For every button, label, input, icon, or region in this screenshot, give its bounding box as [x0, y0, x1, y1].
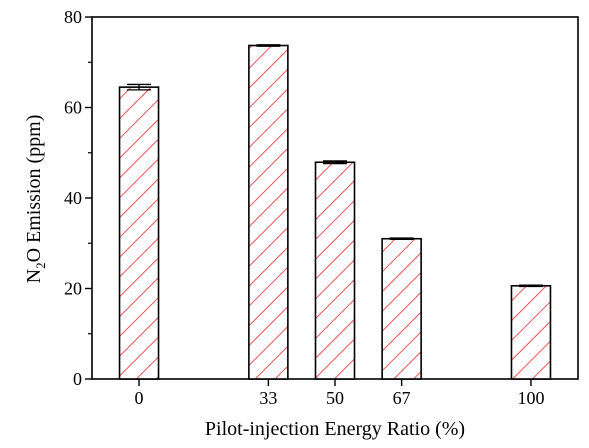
bar-50 [314, 161, 356, 380]
y-axis-title: N2O Emission (ppm) [23, 115, 48, 284]
y-tick-label-80: 80 [64, 7, 82, 27]
y-axis-title-part-2: O Emission (ppm) [23, 115, 45, 263]
y-axis-title-part-1: N [23, 269, 45, 283]
bar-67 [381, 237, 422, 380]
x-axis: 0 33 50 67 100 [135, 379, 544, 408]
x-tick-label-67: 67 [393, 388, 411, 408]
y-tick-label-60: 60 [64, 98, 82, 118]
bars-layer [118, 44, 552, 380]
y-axis-title-subscript: 2 [33, 262, 48, 269]
x-tick-label-100: 100 [517, 388, 544, 408]
bar-100 [510, 284, 552, 380]
bar-33 [248, 44, 289, 380]
y-tick-label-40: 40 [64, 188, 82, 208]
x-axis-title: Pilot-injection Energy Ratio (%) [205, 418, 465, 440]
y-tick-label-0: 0 [73, 369, 82, 389]
x-tick-label-33: 33 [259, 388, 277, 408]
y-tick-label-20: 20 [64, 279, 82, 299]
y-axis: 0 20 40 60 80 [64, 7, 92, 389]
bar-0 [118, 86, 160, 380]
x-tick-label-0: 0 [135, 388, 144, 408]
x-tick-label-50: 50 [326, 388, 344, 408]
